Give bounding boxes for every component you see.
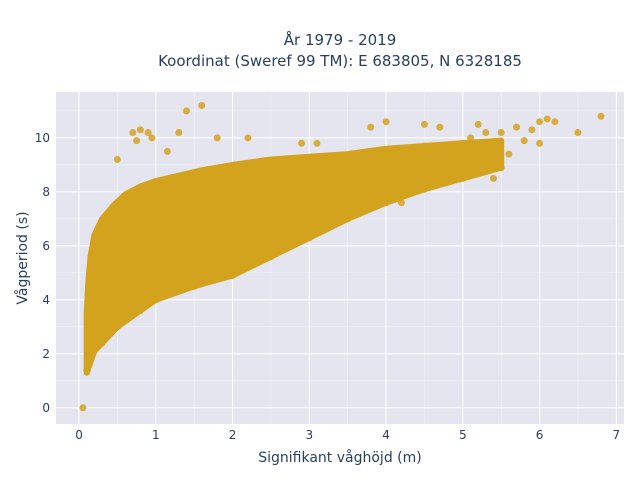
data-point — [79, 404, 87, 412]
data-point — [344, 153, 352, 161]
data-point — [163, 147, 171, 155]
data-point — [305, 234, 313, 242]
data-point — [574, 129, 582, 136]
data-point — [444, 142, 451, 150]
data-point — [87, 320, 94, 328]
data-point — [597, 112, 605, 120]
data-point — [84, 347, 92, 355]
data-point — [229, 272, 236, 279]
data-point — [543, 115, 551, 123]
data-point — [536, 139, 544, 147]
data-point — [490, 174, 497, 182]
data-point — [98, 245, 106, 253]
y-tick-label: 2 — [42, 347, 50, 361]
data-point — [121, 199, 129, 207]
data-point — [405, 169, 413, 177]
data-point — [420, 142, 428, 150]
data-point — [536, 118, 544, 126]
data-point — [497, 164, 505, 172]
data-point — [190, 172, 198, 180]
data-point — [513, 123, 520, 131]
data-point — [520, 137, 528, 145]
data-point — [213, 134, 221, 142]
data-point — [459, 174, 467, 182]
data-point — [244, 134, 252, 142]
data-point — [113, 156, 121, 163]
data-point — [459, 139, 467, 147]
data-point — [474, 120, 482, 128]
x-tick-label: 4 — [382, 428, 390, 442]
x-axis-title: Signifikant våghöjd (m) — [258, 449, 421, 466]
x-tick-label: 6 — [536, 428, 544, 442]
data-point — [436, 123, 444, 131]
data-point — [528, 126, 536, 134]
x-tick-label: 1 — [152, 428, 160, 442]
data-point — [198, 102, 206, 109]
data-point — [267, 253, 275, 261]
chart-title-line-2: Koordinat (Sweref 99 TM): E 683805, N 63… — [158, 52, 522, 70]
y-axis-ticks: 0 2 4 6 8 10 — [35, 131, 50, 415]
chart-title-line-1: År 1979 - 2019 — [284, 30, 397, 49]
y-tick-label: 10 — [35, 131, 50, 145]
data-point — [167, 177, 175, 185]
data-point — [305, 156, 313, 163]
y-tick-label: 6 — [42, 239, 50, 253]
data-point — [459, 161, 467, 169]
data-point — [344, 215, 352, 223]
data-point — [298, 139, 306, 147]
data-point — [136, 191, 144, 199]
data-point — [382, 118, 390, 126]
data-point — [136, 307, 144, 315]
data-point — [267, 158, 275, 166]
data-point — [175, 129, 183, 136]
data-point — [148, 134, 156, 142]
data-point — [551, 118, 559, 126]
y-tick-label: 8 — [42, 185, 50, 199]
data-point — [190, 282, 198, 290]
data-point — [482, 129, 490, 136]
data-point — [367, 123, 375, 131]
y-tick-label: 0 — [42, 401, 50, 415]
data-point — [229, 164, 236, 172]
x-tick-label: 7 — [613, 428, 621, 442]
y-axis-title: Vågperiod (s) — [14, 211, 31, 304]
x-tick-label: 3 — [305, 428, 313, 442]
x-tick-label: 0 — [75, 428, 83, 442]
data-point — [90, 290, 98, 298]
data-point — [94, 263, 102, 271]
data-point — [152, 296, 160, 304]
data-point — [133, 137, 141, 145]
dense-point-cloud — [83, 137, 505, 376]
data-point — [397, 199, 405, 207]
data-point — [136, 126, 144, 134]
data-point — [420, 185, 428, 193]
x-axis-ticks: 0 1 2 3 4 5 6 7 — [75, 428, 620, 442]
data-point — [83, 366, 91, 374]
data-point — [467, 134, 474, 142]
data-point — [183, 107, 190, 115]
data-point — [505, 150, 513, 158]
data-point — [313, 139, 321, 147]
data-point — [420, 120, 428, 128]
data-points — [79, 102, 605, 412]
data-point — [152, 183, 160, 190]
x-tick-label: 5 — [459, 428, 467, 442]
data-point — [98, 339, 106, 347]
y-tick-label: 4 — [42, 293, 50, 307]
data-point — [382, 199, 390, 207]
data-point — [113, 210, 121, 217]
x-tick-label: 2 — [229, 428, 237, 442]
data-point — [129, 129, 137, 136]
data-point — [106, 226, 114, 234]
data-point — [113, 323, 121, 331]
data-point — [382, 147, 390, 155]
data-point — [144, 129, 152, 136]
data-point — [497, 129, 505, 136]
